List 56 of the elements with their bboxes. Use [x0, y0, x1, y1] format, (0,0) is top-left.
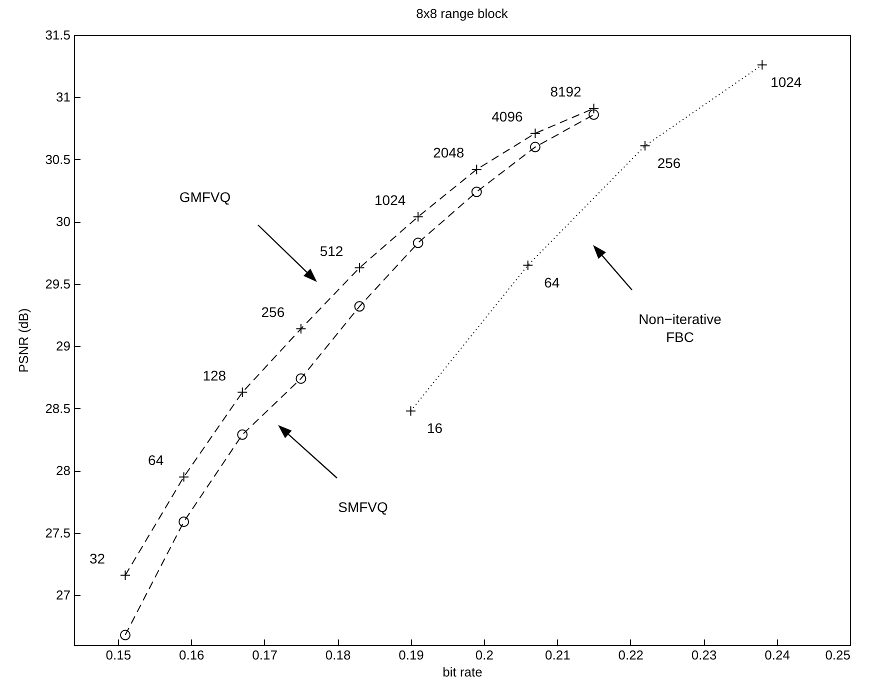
annotation: 256 — [657, 154, 681, 171]
annotation: 128 — [202, 367, 226, 384]
annotation: 32 — [89, 550, 106, 566]
annotation: 2048 — [433, 144, 464, 160]
y-tick-label: 29 — [56, 338, 70, 354]
x-tick-label: 0.2 — [475, 648, 494, 662]
point — [588, 109, 600, 120]
y-axis-title: PSNR (dB) — [16, 308, 32, 373]
annotation: 64 — [544, 274, 560, 290]
chart-title: 8x8 range block — [416, 6, 508, 21]
point — [412, 238, 424, 248]
y-tick-label: 27.5 — [45, 525, 70, 540]
x-tick-label: 0.22 — [618, 648, 644, 662]
y-tick-label: 29.5 — [45, 276, 70, 292]
x-tick-label: 0.21 — [545, 648, 570, 662]
x-tick-label: 0.17 — [252, 648, 278, 662]
annotation: GMFVQ — [179, 189, 231, 205]
y-tick-label: 30 — [56, 214, 70, 230]
point — [296, 373, 306, 384]
x-axis-title: bit rate — [442, 664, 482, 680]
y-tick-label: 28 — [56, 463, 70, 478]
point — [178, 516, 190, 527]
y-tick-label: 31.5 — [45, 28, 70, 42]
point — [640, 140, 650, 152]
annotation: 256 — [261, 304, 285, 320]
y-tick-label: 27 — [56, 588, 70, 603]
x-tick-label: 0.16 — [178, 648, 204, 662]
x-tick-label: 0.19 — [398, 648, 424, 662]
annotation: 4096 — [492, 108, 523, 124]
annotation: 16 — [426, 420, 443, 436]
point — [237, 387, 248, 398]
annotation: 1024 — [374, 192, 406, 208]
annotation: 8192 — [550, 83, 582, 100]
point — [530, 128, 540, 139]
annotation: Non−iterative FBC — [638, 311, 722, 345]
point — [471, 186, 482, 198]
annotation: 64 — [148, 452, 164, 468]
point — [120, 570, 130, 581]
y-tick-label: 28.5 — [45, 400, 70, 416]
x-tick-label: 0.23 — [691, 648, 717, 662]
x-tick-label: 0.15 — [106, 648, 132, 662]
point — [354, 301, 365, 312]
annotation: SMFVQ — [338, 499, 388, 515]
annotation: 512 — [320, 242, 344, 259]
point — [120, 630, 130, 640]
y-tick-label: 31 — [56, 90, 70, 105]
x-tick-label: 0.24 — [764, 648, 790, 662]
x-tick-label: 0.18 — [325, 648, 351, 662]
point — [756, 60, 768, 70]
point — [237, 429, 248, 440]
x-tick-label: 0.25 — [825, 648, 850, 662]
annotation: 1024 — [770, 74, 802, 90]
point — [530, 142, 540, 152]
point — [412, 212, 424, 222]
y-tick-label: 30.5 — [45, 152, 70, 167]
point — [522, 260, 534, 271]
